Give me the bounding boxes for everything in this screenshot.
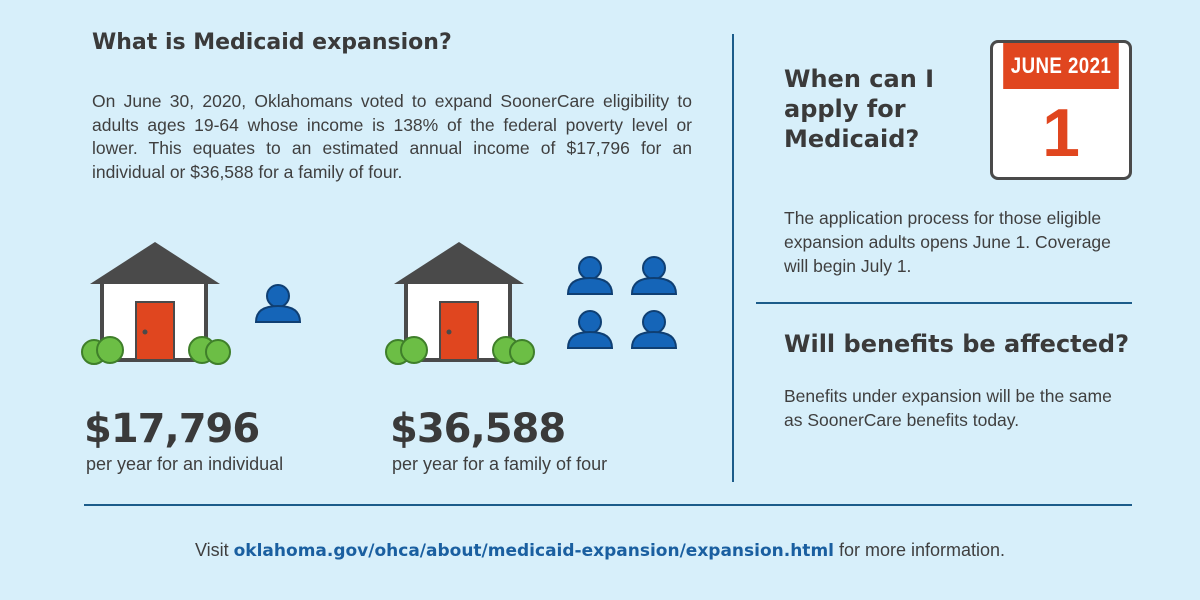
calendar-icon: JUNE 2021 1 [990,40,1132,180]
family-house-illustration [385,242,678,365]
calendar-month: JUNE 2021 [1003,43,1119,89]
person-icon [630,310,678,349]
apply-info-text: The application process for those eligib… [784,208,1111,276]
vertical-divider [732,34,734,482]
individual-income-amount: $17,796 [84,406,260,452]
footer-suffix: for more information. [833,540,1006,560]
apply-title-line: When can I [784,65,935,93]
house-icon [385,242,535,365]
footer-prefix: Visit [194,540,234,560]
apply-question-title: When can I apply for Medicaid? [784,64,984,154]
individual-income-label: per year for an individual [86,454,284,474]
expansion-intro-text: On June 30, 2020, Oklahomans voted to ex… [92,91,692,182]
right-section-divider [756,302,1132,304]
person-icon [566,256,614,295]
expansion-info-link[interactable]: oklahoma.gov/ohca/about/medicaid-expansi… [233,541,834,561]
person-icon [254,284,302,323]
footer-visit-text: Visit oklahoma.gov/ohca/about/medicaid-e… [0,540,1200,561]
calendar-day: 1 [1042,95,1080,171]
person-icon [566,310,614,349]
bush-icon [81,336,231,365]
footer-divider [84,504,1132,506]
family-income-label: per year for a family of four [392,454,608,474]
family-income-amount: $36,588 [390,406,566,452]
apply-title-line: Medicaid? [784,125,920,153]
benefits-question-title: Will benefits be affected? [784,330,1130,358]
benefits-info-text: Benefits under expansion will be the sam… [784,386,1112,430]
person-icon [630,256,678,295]
house-icon [81,242,231,365]
apply-title-line: apply for [784,95,906,123]
medicaid-expansion-title: What is Medicaid expansion? [92,30,452,55]
individual-house-illustration [81,242,302,365]
bush-icon [385,336,535,365]
